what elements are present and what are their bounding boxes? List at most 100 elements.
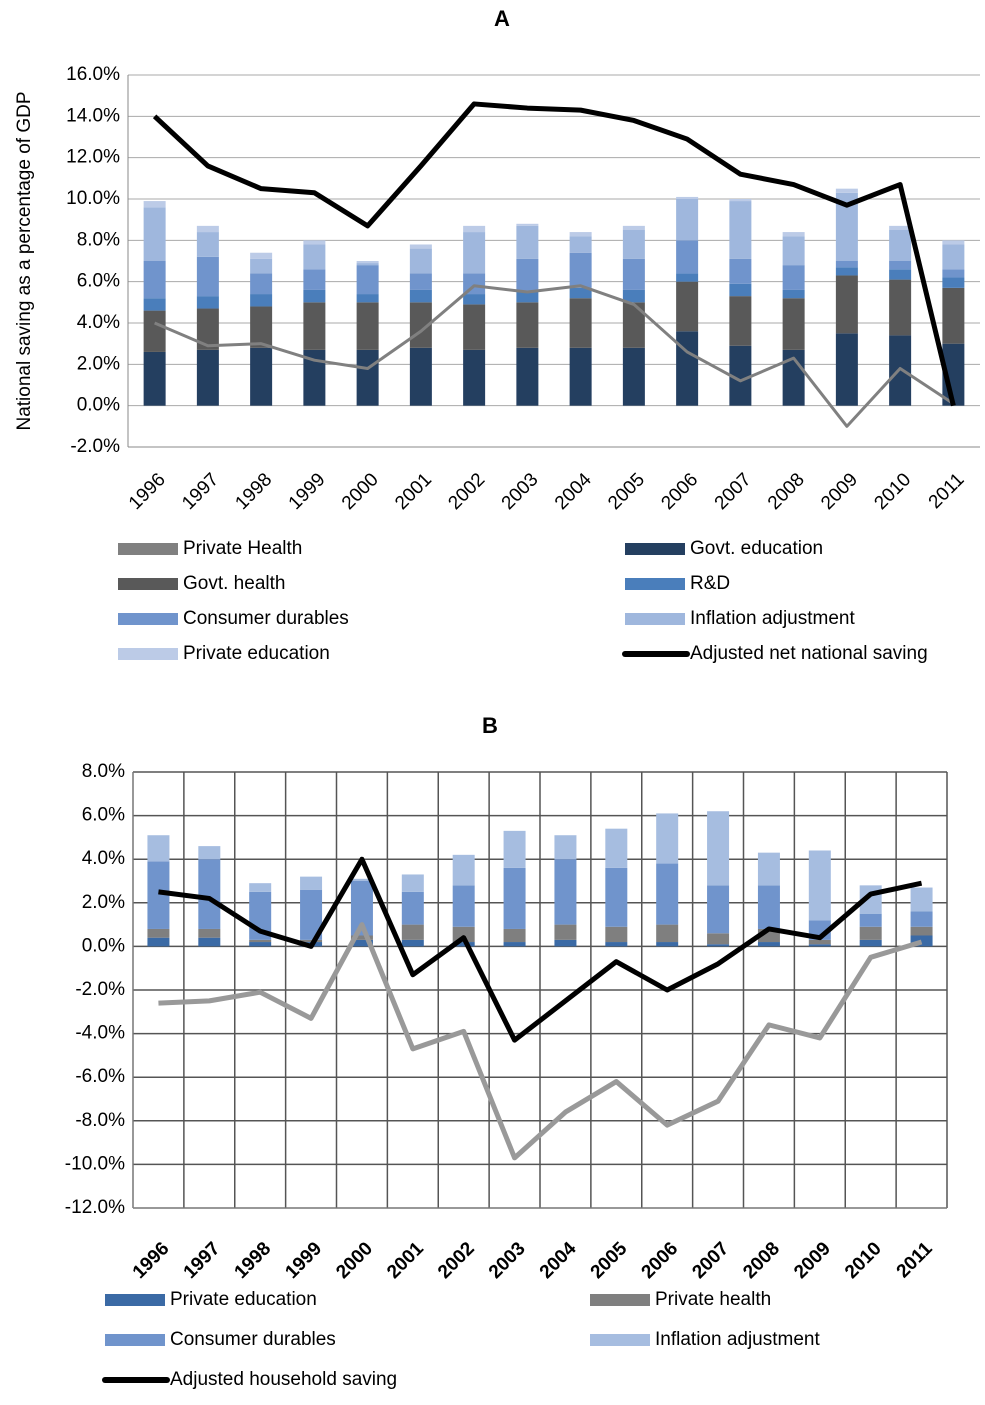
- x-tick-label: 2010: [870, 469, 915, 514]
- bar-segment: [516, 302, 539, 348]
- bar-segment: [569, 236, 592, 253]
- x-tick-label: 1998: [231, 469, 276, 514]
- y-tick-label: 8.0%: [77, 229, 120, 250]
- bar-segment: [516, 347, 539, 406]
- bar-segment: [554, 859, 577, 925]
- bar-segment: [729, 296, 752, 346]
- bar-segment: [196, 225, 219, 233]
- x-tick-label: 1996: [129, 1238, 174, 1283]
- bar-segment: [463, 304, 486, 350]
- legend-swatch: [105, 1334, 165, 1346]
- x-tick-label: 2006: [638, 1238, 683, 1283]
- bar-segment: [782, 236, 805, 266]
- legend-label: Inflation adjustment: [655, 1329, 820, 1350]
- bar-segment: [782, 289, 805, 299]
- bar-segment: [356, 265, 379, 295]
- bar-segment: [605, 867, 628, 927]
- bar-segment: [808, 944, 831, 947]
- legend-label: Inflation adjustment: [690, 608, 855, 629]
- bar-segment: [707, 885, 730, 934]
- bar-segment: [676, 273, 699, 282]
- x-tick-label: 2009: [790, 1238, 835, 1283]
- bar-segment: [452, 854, 475, 886]
- bar-segment: [250, 273, 273, 295]
- bar-segment: [656, 924, 679, 943]
- legend-label: Consumer durables: [183, 608, 349, 629]
- bar-segment: [147, 861, 170, 929]
- bar-segment: [757, 942, 780, 947]
- bar-segment: [452, 942, 475, 947]
- bar-segment: [942, 277, 965, 288]
- bar-segment: [622, 347, 645, 406]
- bar-segment: [452, 926, 475, 943]
- chart-title: B: [482, 713, 498, 738]
- bar-segment: [401, 939, 424, 947]
- bar-segment: [729, 283, 752, 297]
- bar-segment: [676, 331, 699, 406]
- legend-label: Private Health: [183, 538, 302, 559]
- bar-segment: [656, 863, 679, 925]
- bar-segment: [303, 349, 326, 406]
- bar-segment: [729, 345, 752, 406]
- bar-segment: [250, 258, 273, 274]
- bar-segment: [143, 207, 166, 261]
- bar-segment: [350, 881, 373, 936]
- x-tick-label: 1998: [231, 1238, 276, 1283]
- legend-swatch: [118, 543, 178, 555]
- bar-segment: [757, 852, 780, 886]
- x-tick-label: 2003: [485, 1238, 530, 1283]
- x-tick-label: 1996: [125, 469, 170, 514]
- bar-segment: [808, 850, 831, 921]
- bar-segment: [622, 289, 645, 303]
- bar-segment: [300, 939, 323, 943]
- bar-segment: [835, 192, 858, 261]
- bar-segment: [463, 349, 486, 406]
- bar-segment: [782, 232, 805, 237]
- bar-segment: [300, 889, 323, 940]
- legend-label: R&D: [690, 573, 730, 594]
- bar-segment: [463, 232, 486, 274]
- legend-swatch: [625, 613, 685, 625]
- bar-segment: [401, 891, 424, 925]
- bar-segment: [503, 867, 526, 929]
- line-series: [158, 922, 923, 1161]
- x-tick-label: 2010: [841, 1238, 886, 1283]
- bar-segment: [147, 937, 170, 947]
- bar-segment: [356, 302, 379, 350]
- bar-segment: [676, 240, 699, 274]
- bar-segment: [622, 225, 645, 230]
- bar-segment: [409, 248, 432, 274]
- x-tick-label: 2002: [434, 1238, 479, 1283]
- bar-segment: [503, 830, 526, 868]
- legend-label: Private education: [183, 643, 330, 664]
- bar-segment: [707, 933, 730, 945]
- y-tick-label: 0.0%: [77, 395, 120, 416]
- bar-segment: [782, 298, 805, 350]
- bar-segment: [401, 924, 424, 940]
- legend-label: Private education: [170, 1289, 317, 1310]
- bar-segment: [910, 887, 933, 912]
- bar-segment: [656, 942, 679, 947]
- bar-segment: [782, 265, 805, 290]
- bar-segment: [859, 926, 882, 940]
- y-tick-label: 2.0%: [77, 353, 120, 374]
- y-tick-label: 0.0%: [82, 935, 125, 956]
- bar-segment: [196, 256, 219, 297]
- bar-segment: [250, 294, 273, 307]
- y-tick-label: -10.0%: [65, 1153, 125, 1174]
- x-tick-label: 2004: [551, 469, 596, 514]
- x-tick-label: 1999: [285, 469, 330, 514]
- bar-segment: [554, 835, 577, 860]
- x-tick-label: 2006: [657, 469, 702, 514]
- y-tick-label: 6.0%: [82, 805, 125, 826]
- bar-segment: [196, 232, 219, 257]
- bar-segment: [350, 878, 373, 881]
- legend-swatch: [118, 578, 178, 590]
- bar-segment: [942, 240, 965, 245]
- bar-segment: [835, 275, 858, 334]
- x-tick-label: 2009: [817, 469, 862, 514]
- bar-segment: [198, 937, 221, 947]
- bar-segment: [656, 813, 679, 864]
- y-tick-label: 4.0%: [77, 312, 120, 333]
